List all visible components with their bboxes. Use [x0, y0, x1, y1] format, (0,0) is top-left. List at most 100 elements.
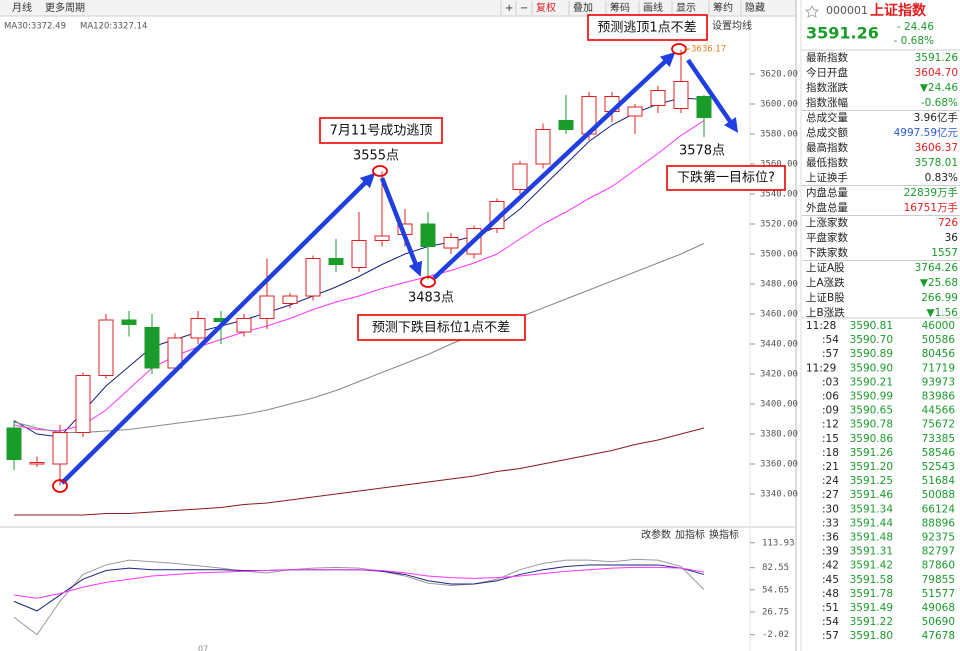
y-tick-label: 3580.00 [760, 130, 798, 140]
tick-price: 3590.78 [850, 419, 893, 431]
stock-price: 3591.26 [806, 24, 879, 43]
annotation: 预测逃顶1点不差 [597, 21, 696, 36]
tick-time: :03 [822, 376, 839, 388]
toolbar-button[interactable]: 月线 [12, 1, 32, 14]
candle-body [420, 223, 436, 247]
candle-body [75, 375, 91, 433]
ma-line [13, 97, 705, 438]
tick-volume: 51684 [922, 475, 956, 487]
tick-price: 3590.89 [850, 348, 893, 360]
tick-price: 3591.46 [850, 489, 894, 501]
tick-volume: 52543 [922, 461, 955, 473]
tick-time: :48 [822, 588, 839, 600]
annotation: 预测下跌目标位1点不差 [372, 320, 510, 336]
ma-line [13, 243, 705, 433]
toolbar-button[interactable]: 更多周期 [45, 1, 85, 14]
ma-settings[interactable]: 设置均线 [712, 19, 752, 32]
tick-time: :09 [822, 405, 839, 417]
star-icon[interactable] [804, 4, 820, 18]
toolbar-button[interactable]: 显示 [676, 2, 696, 14]
stat-label: 上证换手 [806, 171, 848, 184]
tick-time: :57 [822, 348, 839, 360]
stat-label: 上B涨跌 [806, 306, 845, 319]
stock-pct: - 0.68% [894, 35, 935, 47]
tick-price: 3590.70 [850, 334, 893, 346]
stat-value: 3606.37 [915, 142, 958, 154]
tick-volume: 49068 [922, 602, 955, 614]
tick-time: :18 [822, 447, 839, 459]
tick-price: 3590.86 [850, 433, 894, 445]
tick-volume: 83986 [922, 391, 956, 403]
tick-time: 11:28 [806, 320, 836, 332]
toolbar-button[interactable]: 筹码 [610, 1, 630, 14]
stat-value: -0.68% [921, 97, 958, 109]
y-tick-label: 3340.00 [760, 490, 798, 500]
toolbar-button[interactable]: + [505, 3, 513, 14]
tick-price: 3590.81 [850, 320, 893, 332]
tick-price: 3590.90 [850, 362, 893, 374]
stat-value: 726 [938, 217, 958, 229]
tick-time: :12 [822, 419, 839, 431]
tick-price: 3591.42 [850, 560, 893, 572]
tick-volume: 93973 [922, 376, 955, 388]
tick-volume: 88896 [922, 517, 956, 529]
stat-label: 总成交量 [806, 111, 848, 124]
tick-volume: 50690 [922, 616, 955, 628]
stat-label: 平盘家数 [806, 231, 848, 244]
indicator-button[interactable]: 改参数 [641, 528, 671, 541]
tick-time: :42 [822, 560, 839, 572]
stock-name: 上证指数 [870, 2, 927, 19]
tick-price: 3591.78 [850, 588, 893, 600]
tick-volume: 92375 [922, 532, 955, 544]
stat-value: 36 [945, 232, 959, 244]
ma-legend: MA120:3327.14 [80, 22, 147, 32]
tick-volume: 58546 [922, 447, 956, 459]
stat-value: 3604.70 [915, 67, 958, 79]
stat-label: 总成交额 [806, 126, 848, 139]
toolbar-button[interactable]: 隐藏 [745, 2, 765, 14]
stat-value: 3578.01 [915, 157, 958, 169]
y-tick-label: 113.93 [762, 538, 795, 548]
toolbar-button[interactable]: 画线 [643, 1, 663, 14]
annotation: 下跌第一目标位? [677, 170, 775, 186]
toolbar-button[interactable]: 复权 [536, 1, 556, 14]
candle-body [144, 327, 160, 369]
y-tick-label: 3460.00 [760, 310, 798, 320]
toolbar-button[interactable]: 筹约 [713, 1, 733, 14]
y-tick-label: 3500.00 [760, 250, 798, 260]
tick-volume: 71719 [922, 362, 955, 374]
tick-price: 3591.34 [850, 503, 894, 515]
tick-volume: 79855 [922, 574, 955, 586]
indicator-button[interactable]: 换指标 [709, 528, 739, 541]
candle-body [558, 120, 574, 130]
tick-time: :51 [822, 602, 839, 614]
tick-time: :27 [822, 489, 839, 501]
candle-body [305, 258, 321, 297]
stat-value: 3764.26 [915, 262, 959, 274]
candle-body [535, 129, 551, 165]
stat-value: 22839万手 [904, 186, 958, 199]
y-tick-label: 3420.00 [760, 370, 798, 380]
stat-value: ▼1.56 [927, 307, 959, 319]
stat-label: 指数涨跌 [806, 81, 848, 94]
candle-body [190, 318, 206, 339]
indicator-button[interactable]: 加指标 [675, 528, 705, 541]
toolbar-button[interactable]: 叠加 [573, 2, 593, 14]
stat-label: 外盘总量 [806, 201, 848, 214]
y-tick-label: 3540.00 [760, 190, 798, 200]
tick-volume: 46000 [922, 320, 955, 332]
date-label: 07 [198, 645, 208, 651]
stock-change: - 24.46 [897, 21, 935, 33]
y-tick-label: 3440.00 [760, 340, 798, 350]
stat-value: 3591.26 [915, 52, 959, 64]
tick-time: :54 [822, 616, 839, 628]
tick-time: :54 [822, 334, 839, 346]
tick-time: :39 [822, 546, 839, 558]
tick-volume: 87860 [922, 560, 955, 572]
stat-label: 最低指数 [806, 156, 848, 169]
stat-value: 3.96亿手 [914, 111, 958, 124]
toolbar-button[interactable]: − [520, 3, 528, 14]
candle-body [374, 235, 390, 241]
stat-label: 上证A股 [806, 262, 845, 274]
tick-volume: 75672 [922, 419, 955, 431]
